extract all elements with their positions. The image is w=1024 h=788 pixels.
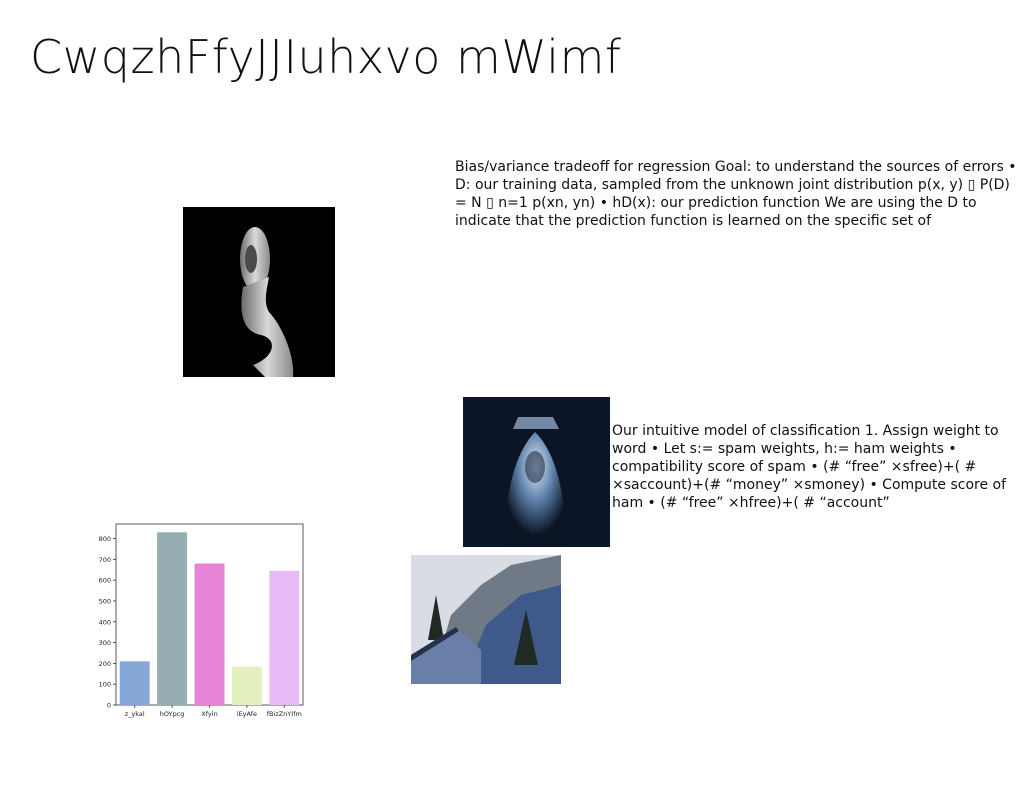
y-tick-label: 200: [99, 660, 111, 668]
bar-hOYpcg: [157, 532, 188, 705]
text-block-bias-variance: Bias/variance tradeoff for regression Go…: [455, 159, 1017, 229]
y-tick-label: 500: [99, 597, 111, 605]
y-tick-label: 0: [107, 702, 111, 710]
y-tick-label: 800: [99, 535, 111, 543]
bar-chart: 0 100 200 300 400 500 600 700 800 z_ykal hOYpcg Xfy…: [95, 518, 315, 724]
y-tick-label: 400: [99, 618, 111, 626]
bar-z_ykal: [119, 661, 150, 705]
sculpture-photo: [183, 207, 335, 377]
mountain-photo: [411, 555, 561, 684]
x-tick-label: z_ykal: [125, 710, 145, 718]
x-tick-label: fBizZnYIfm: [267, 710, 302, 718]
x-tick-label: Xfyin: [201, 710, 217, 718]
x-tick-label: hOYpcg: [160, 710, 185, 718]
bar-fBizZnYIfm: [269, 570, 300, 705]
page-title: CwqzhFfyJJIuhxvo mWimf: [30, 30, 622, 84]
text-block-classification: Our intuitive model of classification 1.…: [612, 423, 1007, 511]
y-tick-label: 100: [99, 681, 111, 689]
x-tick-label: iEyAfe: [237, 710, 257, 718]
ghost-photo: [463, 397, 610, 547]
y-tick-label: 300: [99, 639, 111, 647]
bar-Xfyin: [194, 563, 225, 705]
y-tick-label: 700: [99, 556, 111, 564]
y-tick-label: 600: [99, 577, 111, 585]
bar-iEyAfe: [231, 666, 262, 705]
